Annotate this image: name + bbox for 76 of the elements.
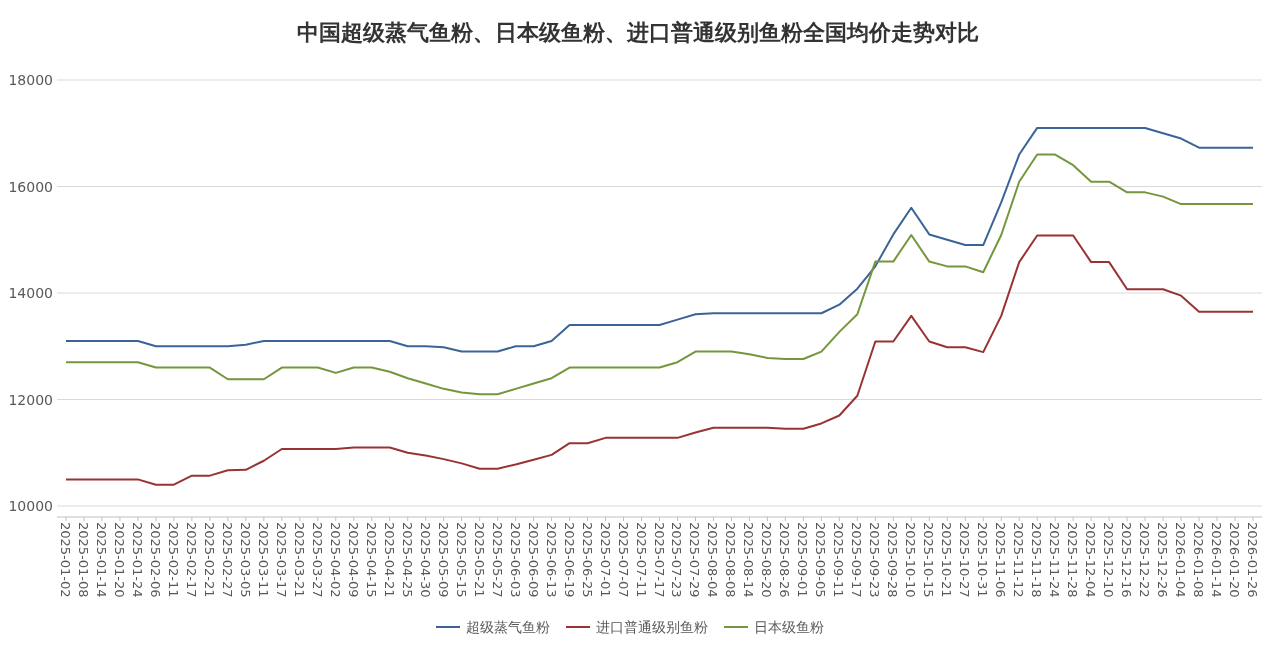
y-tick-label: 10000 (8, 498, 53, 514)
x-tick-label: 2025-03-11 (255, 522, 271, 598)
x-tick-label: 2025-04-15 (363, 522, 379, 598)
x-tick-label: 2025-08-14 (741, 522, 757, 598)
x-tick-label: 2025-07-07 (615, 522, 631, 598)
x-tick-label: 2025-02-21 (201, 522, 217, 598)
x-tick-label: 2025-05-27 (489, 522, 505, 598)
x-tick-label: 2025-04-30 (417, 522, 433, 598)
x-tick-label: 2026-01-26 (1245, 522, 1261, 598)
x-tick-label: 2025-09-23 (867, 522, 883, 598)
x-tick-label: 2025-01-02 (57, 522, 73, 598)
x-tick-label: 2025-04-02 (327, 522, 343, 598)
x-tick-label: 2025-04-09 (345, 522, 361, 598)
x-tick-label: 2025-03-21 (291, 522, 307, 598)
x-tick-label: 2025-06-03 (507, 522, 523, 598)
legend-label: 进口普通级别鱼粉 (596, 619, 708, 635)
x-tick-label: 2025-10-10 (903, 522, 919, 598)
x-tick-label: 2025-02-06 (147, 522, 163, 598)
x-tick-label: 2025-03-27 (309, 522, 325, 598)
x-tick-label: 2025-08-26 (777, 522, 793, 598)
y-tick-label: 16000 (8, 178, 53, 195)
y-tick-label: 14000 (8, 285, 53, 301)
x-tick-label: 2025-12-26 (1155, 522, 1171, 598)
x-tick-label: 2025-10-31 (975, 522, 991, 598)
x-tick-label: 2025-07-17 (651, 522, 667, 598)
x-tick-label: 2025-12-22 (1137, 522, 1153, 598)
x-tick-label: 2025-11-06 (993, 522, 1009, 598)
x-tick-label: 2025-11-24 (1047, 522, 1063, 598)
x-tick-label: 2025-09-05 (813, 522, 829, 598)
x-tick-label: 2025-07-01 (597, 522, 613, 598)
chart-title: 中国超级蒸气鱼粉、日本级鱼粉、进口普通级别鱼粉全国均价走势对比 (297, 20, 979, 45)
x-tick-label: 2026-01-04 (1173, 522, 1189, 598)
x-tick-label: 2025-05-15 (453, 522, 469, 598)
x-tick-label: 2025-09-01 (795, 522, 811, 598)
x-tick-label: 2025-03-05 (237, 522, 253, 598)
x-tick-label: 2025-06-25 (579, 522, 595, 598)
x-tick-label: 2025-02-11 (165, 522, 181, 598)
x-tick-label: 2025-07-11 (633, 522, 649, 598)
x-tick-label: 2025-11-18 (1029, 522, 1045, 598)
legend-label: 日本级鱼粉 (754, 619, 824, 635)
x-tick-label: 2025-10-15 (921, 522, 937, 598)
x-tick-label: 2025-02-17 (183, 522, 199, 598)
x-tick-label: 2026-01-14 (1209, 522, 1225, 598)
x-tick-label: 2025-06-09 (525, 522, 541, 598)
x-tick-label: 2026-01-08 (1191, 522, 1207, 598)
x-tick-label: 2025-08-04 (705, 522, 721, 598)
x-tick-label: 2025-01-08 (75, 522, 91, 598)
x-tick-label: 2025-06-19 (561, 522, 577, 598)
x-tick-label: 2025-04-25 (399, 522, 415, 598)
x-tick-label: 2025-12-10 (1101, 522, 1117, 598)
x-tick-label: 2025-03-17 (273, 522, 289, 598)
x-tick-label: 2025-01-24 (129, 522, 145, 598)
x-tick-label: 2025-11-28 (1065, 522, 1081, 598)
y-tick-label: 12000 (8, 391, 53, 408)
x-tick-label: 2025-12-04 (1083, 522, 1099, 598)
legend-label: 超级蒸气鱼粉 (466, 619, 550, 635)
x-tick-label: 2025-10-27 (957, 522, 973, 598)
x-tick-label: 2025-09-17 (849, 522, 865, 598)
x-tick-label: 2025-05-21 (471, 522, 487, 598)
x-tick-label: 2025-08-08 (723, 522, 739, 598)
x-tick-label: 2025-06-13 (543, 522, 559, 598)
x-tick-label: 2025-10-21 (939, 522, 955, 598)
x-tick-label: 2025-01-20 (111, 522, 127, 598)
x-tick-label: 2025-09-28 (885, 522, 901, 598)
y-tick-label: 18000 (8, 72, 53, 88)
x-tick-label: 2026-01-20 (1227, 522, 1243, 598)
x-tick-label: 2025-04-21 (381, 522, 397, 598)
x-tick-label: 2025-01-14 (93, 522, 109, 598)
x-tick-label: 2025-08-20 (759, 522, 775, 598)
x-tick-label: 2025-09-11 (831, 522, 847, 598)
x-tick-label: 2025-07-23 (669, 522, 685, 598)
x-tick-label: 2025-05-09 (435, 522, 451, 598)
x-tick-label: 2025-12-16 (1119, 522, 1135, 598)
x-tick-label: 2025-07-29 (687, 522, 703, 598)
x-tick-label: 2025-11-12 (1011, 522, 1027, 598)
x-tick-label: 2025-02-27 (219, 522, 235, 598)
